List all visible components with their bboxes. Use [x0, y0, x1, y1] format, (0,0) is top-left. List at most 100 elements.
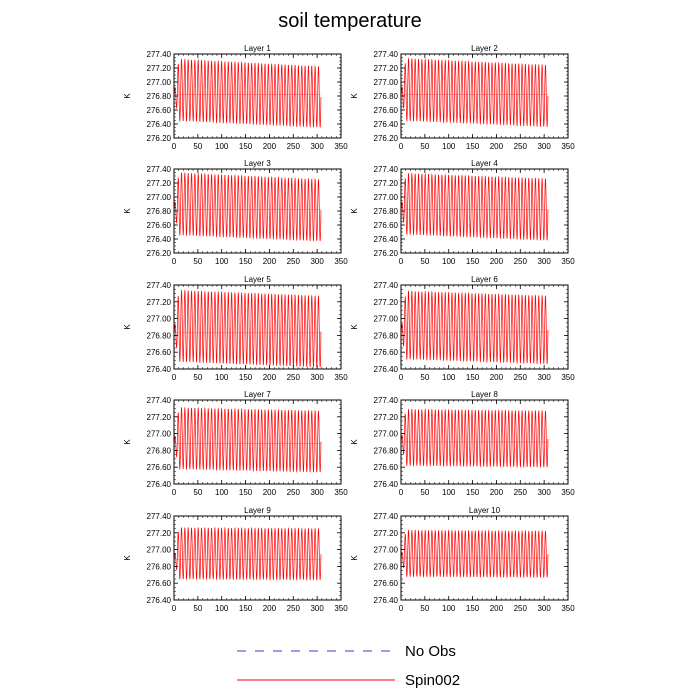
x-tick-label: 250: [514, 142, 528, 151]
y-tick-label: 276.60: [374, 463, 399, 472]
y-tick-label: 277.40: [374, 50, 399, 59]
y-axis-label: K: [350, 324, 359, 330]
x-tick-label: 100: [442, 488, 456, 497]
y-tick-label: 276.60: [374, 348, 399, 357]
y-axis-label: K: [350, 555, 359, 561]
panel-layer-6: Layer 6 K 277.40 277.20 277.00 276.80 276.60 27…: [350, 275, 575, 382]
y-tick-label: 277.20: [374, 64, 399, 73]
x-tick-label: 200: [490, 604, 504, 613]
y-tick-label: 276.80: [374, 207, 399, 216]
y-tick-label: 277.20: [374, 179, 399, 188]
x-tick-label: 0: [399, 488, 404, 497]
x-tick-label: 0: [172, 488, 177, 497]
x-tick-label: 100: [442, 257, 456, 266]
panel-grid: Layer 1 K 277.40 277.20 277.00 276.80 276.60 27…: [123, 44, 575, 613]
x-tick-label: 50: [193, 257, 202, 266]
x-tick-label: 50: [193, 604, 202, 613]
y-tick-label: 277.40: [147, 50, 172, 59]
x-tick-label: 0: [172, 257, 177, 266]
y-tick-label: 277.00: [374, 430, 399, 439]
x-tick-label: 200: [490, 488, 504, 497]
y-tick-label: 276.60: [374, 106, 399, 115]
x-tick-label: 0: [399, 373, 404, 382]
panel-title: Layer 5: [244, 275, 271, 284]
x-tick-label: 300: [537, 604, 551, 613]
y-tick-label: 277.40: [147, 512, 172, 521]
x-tick-label: 200: [490, 142, 504, 151]
y-tick-label: 276.40: [147, 235, 172, 244]
y-axis-label: K: [350, 208, 359, 214]
x-tick-label: 50: [193, 142, 202, 151]
y-tick-label: 277.40: [147, 396, 172, 405]
series-line-spin002: [174, 526, 322, 582]
y-tick-label: 276.80: [147, 207, 172, 216]
x-tick-label: 150: [239, 488, 253, 497]
series-line-spin002: [401, 57, 549, 128]
x-tick-label: 0: [172, 373, 177, 382]
y-tick-label: 276.40: [374, 120, 399, 129]
x-tick-label: 350: [334, 142, 348, 151]
panel-title: Layer 9: [244, 506, 271, 515]
y-tick-label: 277.40: [147, 165, 172, 174]
panel-layer-7: Layer 7 K 277.40 277.20 277.00 276.80 276.60 27…: [123, 390, 348, 497]
y-axis-label: K: [350, 93, 359, 99]
x-tick-label: 250: [287, 488, 301, 497]
x-tick-label: 300: [310, 488, 324, 497]
x-tick-label: 50: [420, 373, 429, 382]
series-line-spin002: [174, 172, 322, 242]
panel-layer-5: Layer 5 K 277.40 277.20 277.00 276.80 276.60 27…: [123, 275, 348, 382]
panel-layer-10: Layer 10 K 277.40 277.20 277.00 276.80 276.60 2…: [350, 506, 575, 613]
y-tick-label: 277.00: [147, 78, 172, 87]
series-line-spin002: [401, 529, 549, 579]
x-tick-label: 350: [334, 257, 348, 266]
y-tick-label: 276.80: [147, 331, 172, 340]
x-tick-label: 350: [561, 604, 575, 613]
y-tick-label: 277.00: [147, 546, 172, 555]
x-tick-label: 100: [442, 373, 456, 382]
x-tick-label: 350: [334, 373, 348, 382]
panel-title: Layer 1: [244, 44, 271, 53]
y-tick-label: 276.80: [374, 446, 399, 455]
y-tick-label: 277.40: [374, 396, 399, 405]
y-tick-label: 277.00: [374, 546, 399, 555]
y-axis-label: K: [123, 439, 132, 445]
series-line-spin002: [401, 290, 549, 365]
x-tick-label: 300: [537, 488, 551, 497]
y-tick-label: 276.60: [147, 348, 172, 357]
y-axis-label: K: [123, 93, 132, 99]
series-line-spin002: [174, 406, 322, 473]
figure-title: soil temperature: [278, 10, 421, 32]
x-tick-label: 150: [466, 604, 480, 613]
x-tick-label: 200: [490, 373, 504, 382]
x-tick-label: 100: [215, 257, 229, 266]
x-tick-label: 250: [287, 373, 301, 382]
panel-title: Layer 6: [471, 275, 498, 284]
series-line-spin002: [174, 58, 322, 128]
legend: No Obs Spin002: [237, 643, 460, 689]
y-tick-label: 277.40: [374, 281, 399, 290]
x-tick-label: 100: [215, 604, 229, 613]
y-tick-label: 277.20: [147, 413, 172, 422]
x-tick-label: 250: [287, 604, 301, 613]
panel-layer-8: Layer 8 K 277.40 277.20 277.00 276.80 276.60 27…: [350, 390, 575, 497]
x-tick-label: 50: [420, 604, 429, 613]
x-tick-label: 50: [420, 488, 429, 497]
x-tick-label: 0: [399, 257, 404, 266]
y-axis-label: K: [123, 208, 132, 214]
x-tick-label: 0: [172, 142, 177, 151]
y-tick-label: 276.40: [147, 120, 172, 129]
panel-layer-3: Layer 3 K 277.40 277.20 277.00 276.80 276.60 27…: [123, 159, 348, 266]
x-tick-label: 250: [287, 142, 301, 151]
x-tick-label: 200: [263, 373, 277, 382]
x-tick-label: 50: [193, 488, 202, 497]
x-tick-label: 150: [239, 257, 253, 266]
y-tick-label: 276.40: [147, 480, 172, 489]
x-tick-label: 300: [537, 142, 551, 151]
x-tick-label: 250: [514, 373, 528, 382]
x-tick-label: 300: [310, 604, 324, 613]
y-tick-label: 277.40: [374, 165, 399, 174]
y-tick-label: 277.20: [147, 64, 172, 73]
x-tick-label: 350: [334, 488, 348, 497]
x-tick-label: 150: [239, 604, 253, 613]
x-tick-label: 250: [514, 604, 528, 613]
